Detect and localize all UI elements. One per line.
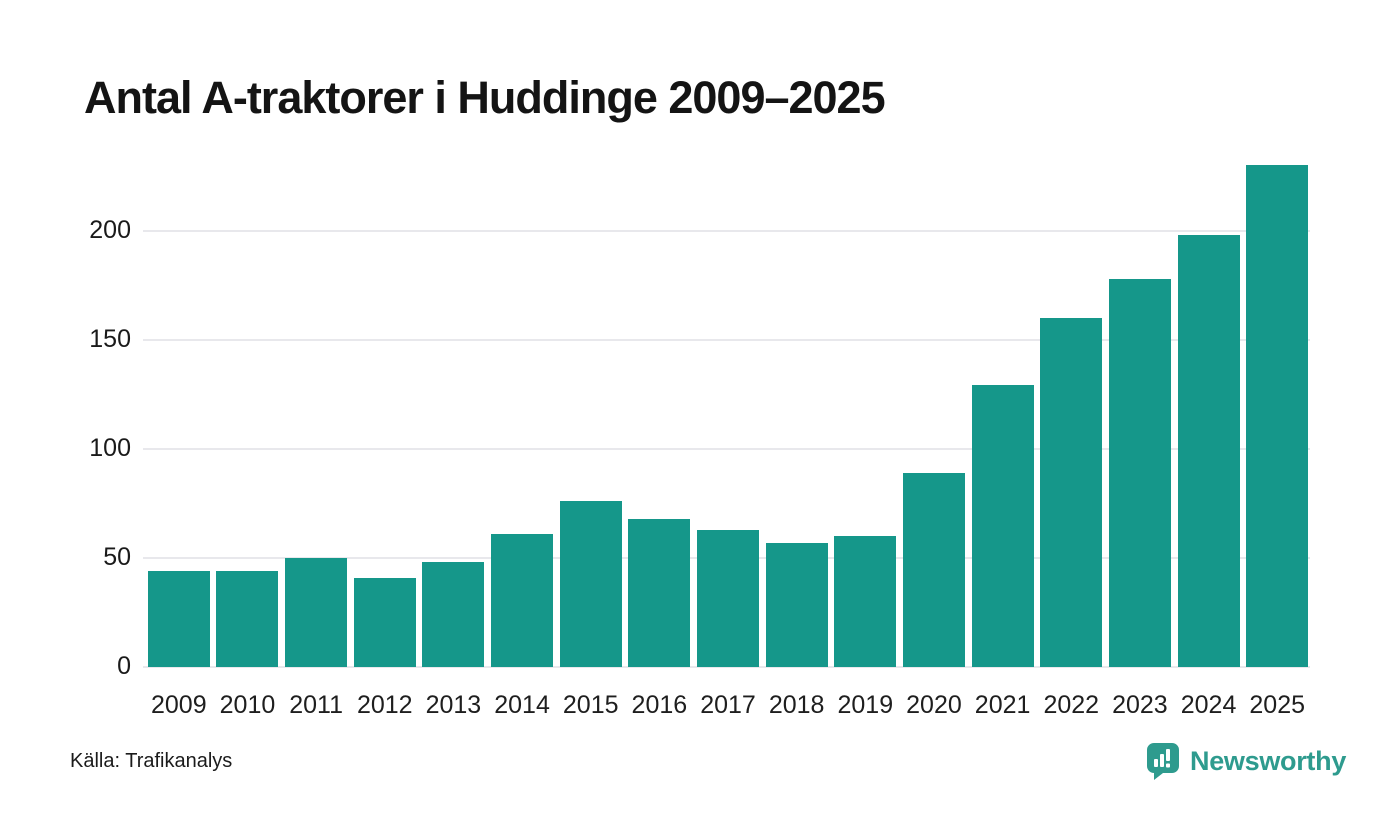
gridline-200 xyxy=(143,229,1310,232)
bar-2009 xyxy=(147,570,210,667)
bar-2025 xyxy=(1246,165,1309,667)
bar-2015 xyxy=(559,501,622,667)
x-tick-label-2021: 2021 xyxy=(974,691,1031,719)
x-tick-label-2015: 2015 xyxy=(562,691,619,719)
bar-2014 xyxy=(491,533,554,667)
x-tick-label-2011: 2011 xyxy=(289,691,343,719)
x-tick-label-2017: 2017 xyxy=(700,691,756,719)
bar-2023 xyxy=(1108,278,1171,667)
x-tick-label-2010: 2010 xyxy=(219,691,276,719)
bar-2019 xyxy=(834,536,897,667)
x-tick-label-2013: 2013 xyxy=(425,691,482,719)
bar-2020 xyxy=(902,472,965,667)
gridline-0 xyxy=(143,666,1310,668)
y-tick-label-0: 0 xyxy=(117,652,131,680)
y-tick-label-100: 100 xyxy=(89,433,131,462)
plot-area xyxy=(143,160,1310,668)
bar-2022 xyxy=(1040,317,1103,667)
x-tick-label-2022: 2022 xyxy=(1043,691,1100,719)
y-axis: 0 50 100 150 200 xyxy=(55,0,131,840)
bar-2011 xyxy=(285,557,348,667)
newsworthy-wordmark: Newsworthy xyxy=(1190,746,1347,776)
bar-2016 xyxy=(628,518,691,667)
x-tick-label-2018: 2018 xyxy=(768,691,825,719)
x-axis: 2009 2010 2011 2012 2013 2014 2015 2016 2017 2018… xyxy=(143,691,1310,721)
bar-2024 xyxy=(1177,234,1240,667)
bar-2012 xyxy=(353,577,416,667)
y-tick-label-200: 200 xyxy=(89,215,131,244)
bar-2021 xyxy=(971,385,1034,667)
y-tick-label-50: 50 xyxy=(103,542,131,571)
x-tick-label-2019: 2019 xyxy=(837,691,894,719)
x-tick-label-2020: 2020 xyxy=(906,691,962,719)
x-tick-label-2014: 2014 xyxy=(494,691,550,719)
chart-title: Antal A-traktorer i Huddinge 2009–2025 xyxy=(84,72,886,123)
newsworthy-logo-icon xyxy=(1146,742,1180,780)
x-tick-label-2025: 2025 xyxy=(1249,691,1306,719)
x-tick-label-2024: 2024 xyxy=(1180,691,1237,719)
x-tick-label-2012: 2012 xyxy=(356,691,413,719)
newsworthy-logo-link[interactable]: Newsworthy xyxy=(1146,742,1346,780)
source-note: Källa: Trafikanalys xyxy=(70,750,233,772)
bar-2017 xyxy=(697,529,760,667)
x-tick-label-2009: 2009 xyxy=(151,691,207,719)
gridline-100 xyxy=(143,447,1310,450)
y-tick-label-150: 150 xyxy=(89,324,131,353)
gridline-150 xyxy=(143,338,1310,341)
x-tick-label-2016: 2016 xyxy=(631,691,688,719)
bar-2010 xyxy=(216,570,279,667)
bar-2013 xyxy=(422,562,485,667)
bar-2018 xyxy=(765,542,828,667)
x-tick-label-2023: 2023 xyxy=(1112,691,1168,719)
